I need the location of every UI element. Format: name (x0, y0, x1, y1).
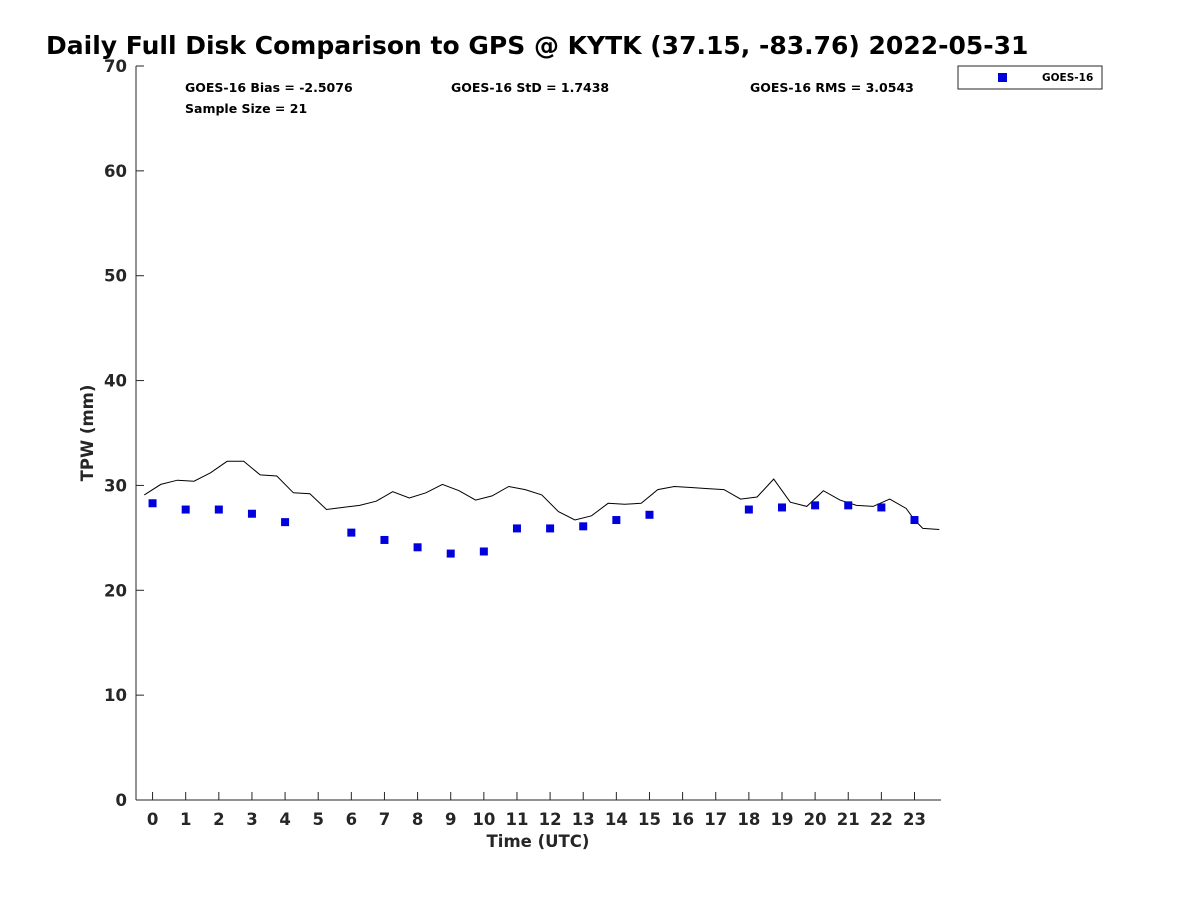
x-tick-label: 9 (445, 810, 456, 829)
legend-label-goes16: GOES-16 (1042, 72, 1093, 84)
goes16-point (612, 516, 621, 525)
y-tick-label: 20 (104, 581, 127, 600)
x-tick-label: 6 (346, 810, 357, 829)
goes16-point (910, 516, 919, 525)
goes16-point (347, 528, 356, 537)
goes16-point (214, 505, 223, 514)
x-tick-label: 15 (638, 810, 661, 829)
goes16-point (512, 524, 521, 533)
x-tick-label: 0 (147, 810, 158, 829)
series-layer (144, 460, 940, 558)
x-tick-label: 11 (505, 810, 528, 829)
goes16-point (744, 505, 753, 514)
goes16-point (777, 503, 786, 512)
x-tick-label: 2 (213, 810, 224, 829)
x-axis-label: Time (UTC) (487, 832, 590, 851)
goes16-point (247, 509, 256, 518)
x-tick-label: 21 (837, 810, 860, 829)
std-stat: GOES-16 StD = 1.7438 (451, 80, 609, 95)
y-tick-label: 0 (116, 791, 127, 810)
goes16-point (546, 524, 555, 533)
bias-stat: GOES-16 Bias = -2.5076 (185, 80, 353, 95)
goes16-point (148, 499, 157, 508)
goes16-point (579, 522, 588, 531)
goes16-point (181, 505, 190, 514)
x-tick-label: 18 (737, 810, 760, 829)
x-tick-label: 4 (279, 810, 290, 829)
goes16-point (413, 543, 422, 552)
y-axis-label: TPW (mm) (78, 385, 97, 482)
x-tick-label: 7 (379, 810, 390, 829)
axes (135, 66, 941, 801)
chart-title: Daily Full Disk Comparison to GPS @ KYTK… (46, 31, 1028, 60)
y-tick-label: 30 (104, 476, 127, 495)
goes16-point (645, 510, 654, 519)
x-tick-label: 14 (605, 810, 628, 829)
x-tick-label: 22 (870, 810, 893, 829)
legend-box (957, 65, 1103, 90)
legend: GOES-16 (957, 65, 1103, 90)
x-tick-label: 1 (180, 810, 191, 829)
y-tick-label: 50 (104, 267, 127, 286)
rms-stat: GOES-16 RMS = 3.0543 (750, 80, 914, 95)
x-tick-label: 17 (704, 810, 727, 829)
x-tick-label: 5 (312, 810, 323, 829)
y-tick-label: 70 (104, 57, 127, 76)
gps-tpw-line (144, 460, 940, 530)
y-tick-label: 60 (104, 162, 127, 181)
x-tick-label: 8 (412, 810, 423, 829)
x-tick-label: 12 (539, 810, 562, 829)
goes16-point (446, 549, 455, 558)
x-tick-label: 10 (472, 810, 495, 829)
goes16-point (877, 503, 886, 512)
goes16-point (380, 535, 389, 544)
y-tick-label: 40 (104, 372, 127, 391)
sample-size-stat: Sample Size = 21 (185, 101, 307, 116)
x-tick-label: 16 (671, 810, 694, 829)
goes16-point (844, 501, 853, 510)
x-tick-label: 20 (804, 810, 827, 829)
y-ticks: 0 10 20 30 40 50 60 70 (104, 57, 144, 810)
goes16-point (479, 547, 488, 556)
goes16-point (811, 501, 820, 510)
x-tick-label: 13 (572, 810, 595, 829)
x-tick-label: 23 (903, 810, 926, 829)
y-tick-label: 10 (104, 686, 127, 705)
goes16-point (281, 518, 290, 527)
x-ticks: 0 1 2 3 4 5 6 7 8 9 10 11 12 13 14 15 16 17 18 19 20 21 22 23 (147, 792, 926, 829)
legend-marker-goes16 (998, 73, 1007, 82)
x-tick-label: 3 (246, 810, 257, 829)
x-tick-label: 19 (771, 810, 794, 829)
